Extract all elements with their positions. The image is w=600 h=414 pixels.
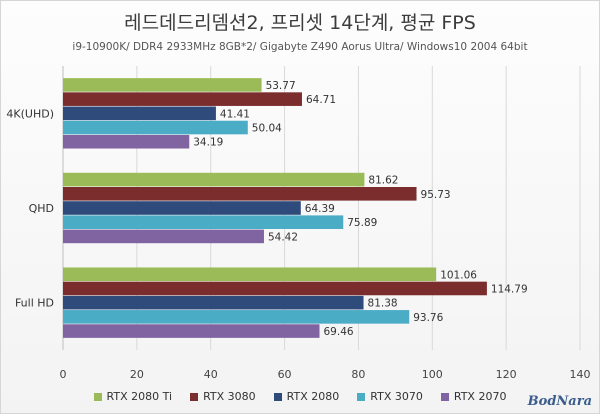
bar [63,281,487,296]
category-label: Full HD [15,297,54,310]
x-tick-label: 40 [204,368,218,381]
legend-item: RTX 3070 [357,390,423,403]
bar [63,187,417,201]
data-label: 101.06 [440,269,477,281]
data-label: 75.89 [347,217,377,229]
data-label: 64.71 [306,94,336,106]
bar [63,78,262,92]
legend-item: RTX 2080 Ti [93,390,173,403]
legend-swatch [93,392,102,401]
data-label: 69.46 [324,326,354,338]
legend-label: RTX 2070 [453,390,507,403]
watermark-logo: BodNara [527,394,592,409]
legend-item: RTX 2070 [440,390,507,403]
legend-item: RTX 3080 [190,390,256,403]
bar [63,134,190,149]
legend-item: RTX 2080 [273,390,340,403]
legend-label: RTX 3070 [370,390,423,403]
x-tick-label: 20 [130,368,144,381]
chart-subtitle: i9-10900K/ DDR4 2933MHz 8GB*2/ Gigabyte … [72,41,528,53]
data-label: 81.38 [368,298,398,310]
data-label: 81.62 [368,175,398,187]
data-label: 93.76 [413,312,443,324]
data-label: 53.77 [266,80,296,92]
bar [63,229,264,244]
data-label: 34.19 [193,137,223,149]
bar [63,120,248,135]
data-label: 64.39 [305,203,335,215]
legend-swatch [357,392,366,401]
x-tick-label: 80 [351,368,365,381]
data-label: 50.04 [252,123,282,135]
bar [63,310,410,324]
bar [63,267,437,282]
data-label: 54.42 [268,231,298,243]
chart-title: 레드데드리뎀션2, 프리셋 14단계, 평균 FPS [124,12,476,34]
bar [63,92,302,106]
legend-label: RTX 2080 [286,390,340,403]
bar [63,172,365,187]
bar [63,295,364,310]
legend-swatch [190,392,199,401]
data-label: 95.73 [421,189,451,201]
legend-label: RTX 3080 [203,390,256,403]
bar [63,324,320,338]
legend-swatch [440,392,449,401]
bar [63,201,301,215]
chart-legend: RTX 2080 Ti RTX 3080 RTX 2080 RTX 3070 RTX 2… [0,390,600,403]
x-tick-label: 0 [60,368,67,381]
x-tick-label: 120 [496,368,517,381]
category-label: QHD [29,202,54,215]
legend-swatch [273,392,282,401]
data-label: 114.79 [491,283,528,295]
category-label: 4K(UHD) [6,107,54,120]
bar [63,215,344,229]
bar [63,106,216,121]
x-tick-label: 60 [278,368,292,381]
x-tick-label: 100 [422,368,443,381]
data-label: 41.41 [220,108,250,120]
x-tick-label: 140 [570,368,591,381]
legend-label: RTX 2080 Ti [106,390,173,403]
